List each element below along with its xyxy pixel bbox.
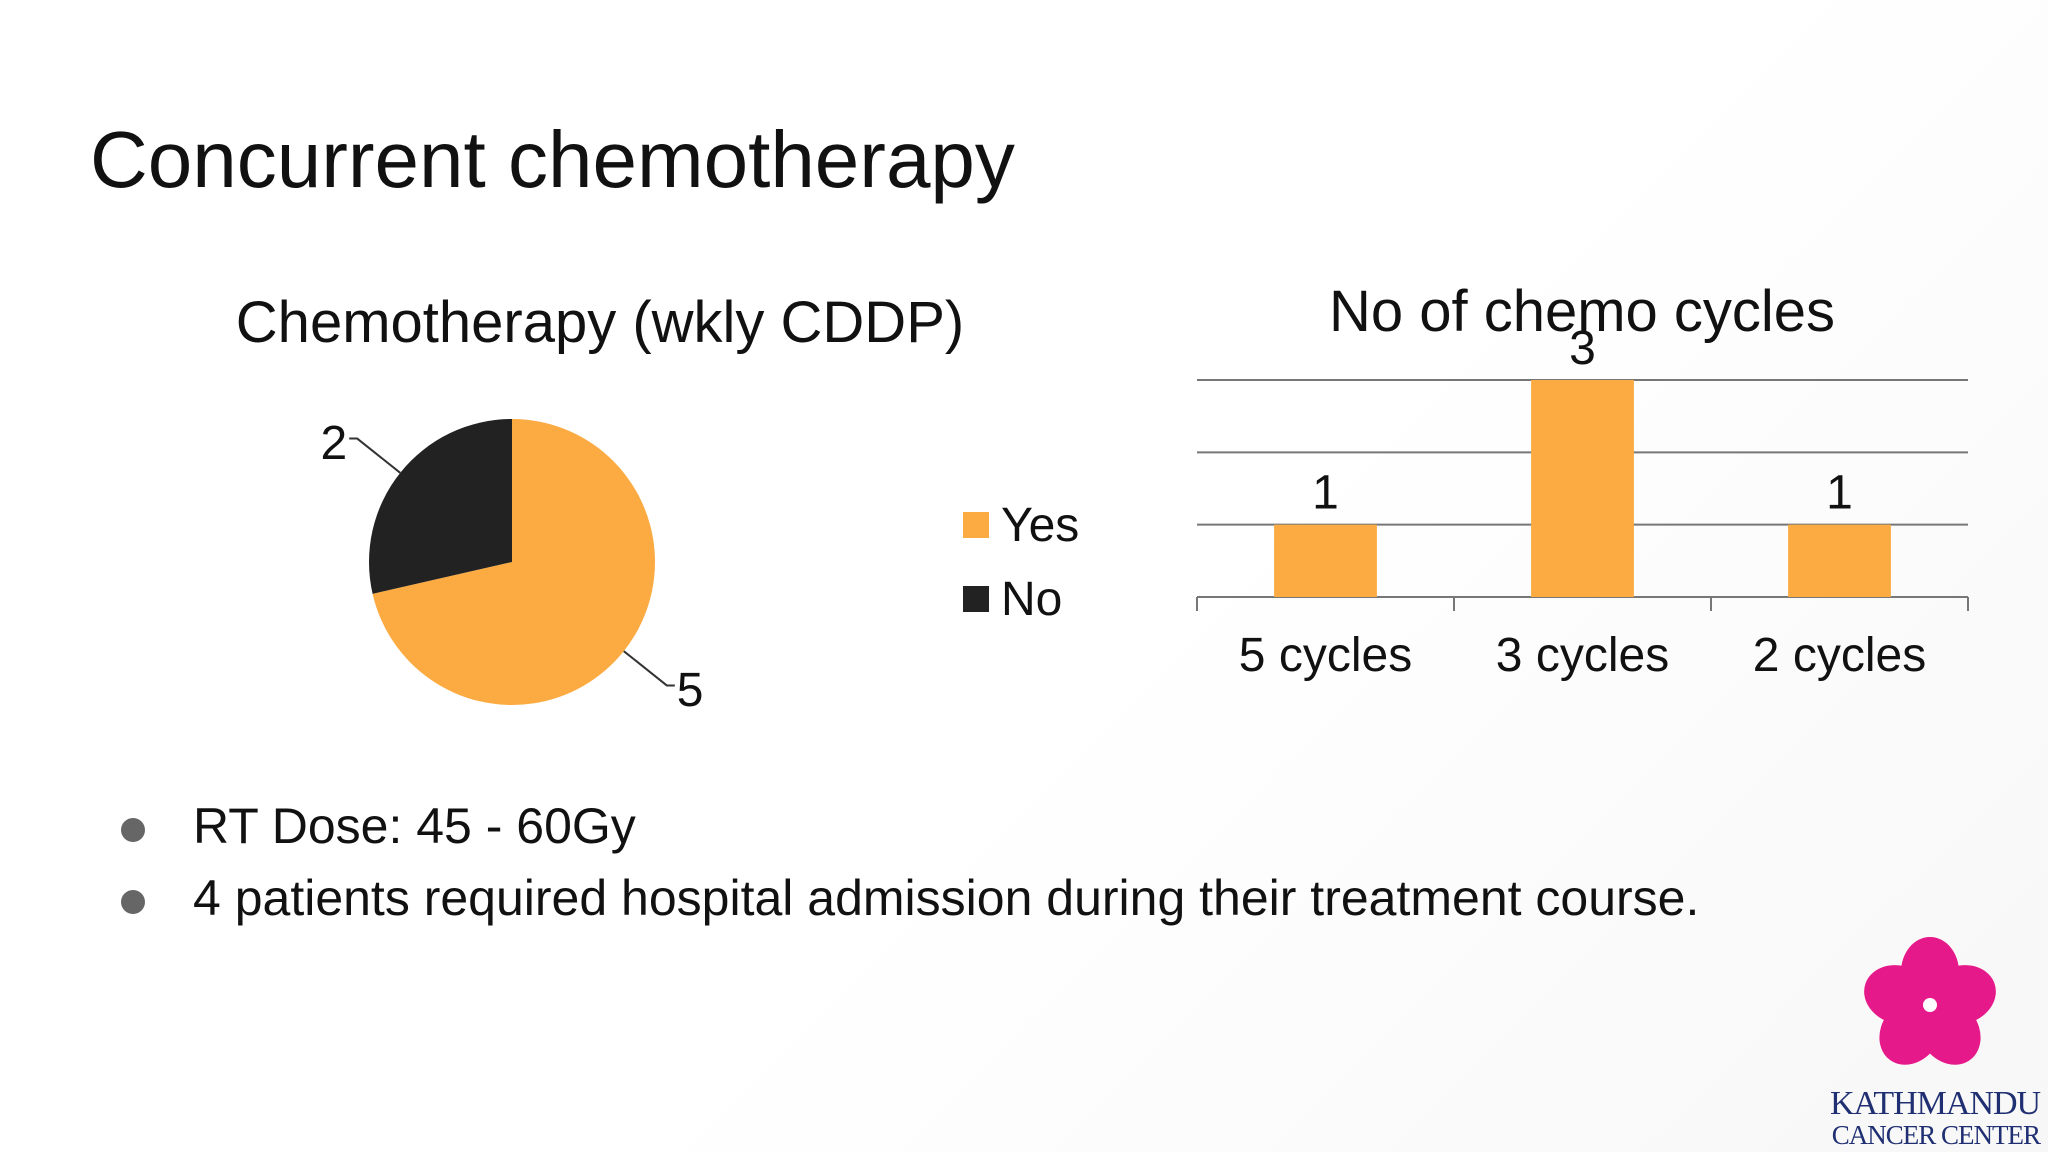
bar-data-label: 3: [1569, 322, 1596, 375]
bullet-item: RT Dose: 45 - 60Gy: [115, 790, 1699, 862]
legend-swatch-yes: [963, 512, 989, 538]
x-tick-label: 3 cycles: [1496, 629, 1669, 682]
flower-logo-icon: [1864, 937, 1996, 1065]
bullet-dot: [121, 818, 145, 842]
x-tick-label: 2 cycles: [1753, 629, 1926, 682]
legend-swatch-no: [963, 586, 989, 612]
slide-title: Concurrent chemotherapy: [90, 115, 1015, 204]
pie-legend: Yes No: [963, 499, 1079, 626]
x-tick-label: 5 cycles: [1239, 629, 1412, 682]
bar-5-cycles: [1274, 524, 1377, 597]
legend-label-no: No: [1001, 573, 1062, 626]
pie-slice-yes: [372, 419, 655, 705]
logo-text-line2: CANCER CENTER: [1831, 1120, 2041, 1150]
bar-3-cycles: [1531, 380, 1634, 597]
bullet-dot: [121, 890, 145, 914]
bar-chart: 1 5 cycles 3 3 cycles 1 2 cycles: [1196, 322, 1969, 682]
kathmandu-cancer-center-logo: KATHMANDU CANCER CENTER: [1830, 935, 2041, 1150]
bullet-item: 4 patients required hospital admission d…: [115, 862, 1699, 934]
bullet-list: RT Dose: 45 - 60Gy 4 patients required h…: [115, 790, 1699, 934]
pie-data-label: 5: [677, 664, 704, 717]
pie-chart: 52: [320, 417, 703, 717]
pie-leader-line: [623, 650, 675, 687]
logo-text-line1: KATHMANDU: [1830, 1085, 2041, 1122]
bar-data-label: 1: [1312, 467, 1339, 520]
bar-2-cycles: [1788, 524, 1891, 597]
pie-leader-line: [349, 437, 401, 474]
bar-chart-title: No of chemo cycles: [1329, 279, 1835, 344]
pie-chart-title: Chemotherapy (wkly CDDP): [236, 290, 964, 355]
legend-label-yes: Yes: [1001, 499, 1079, 552]
pie-data-label: 2: [320, 417, 347, 470]
pie-slice-no: [368, 419, 512, 594]
bar-data-label: 1: [1826, 467, 1853, 520]
